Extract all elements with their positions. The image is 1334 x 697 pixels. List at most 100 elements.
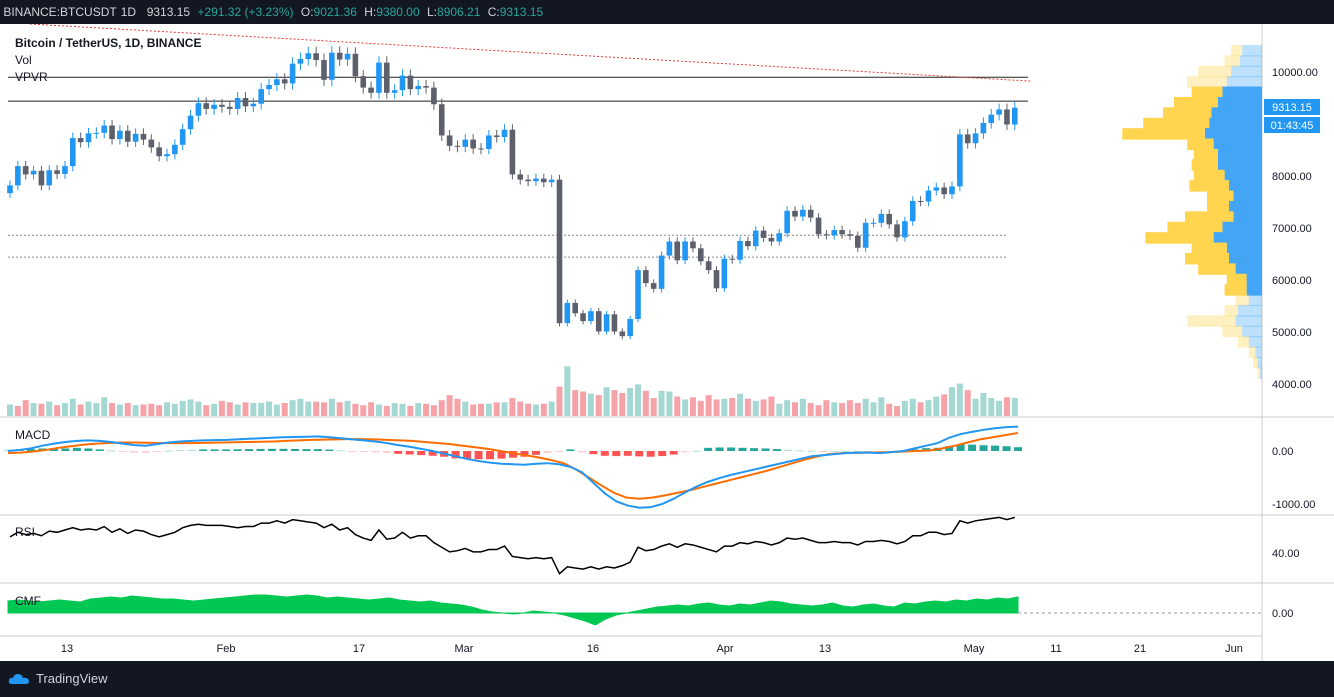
- macd-histogram-bar: [784, 449, 793, 451]
- candle-body: [54, 170, 60, 174]
- macd-histogram-bar: [451, 451, 460, 459]
- candle-body: [627, 319, 633, 337]
- volume-bar: [682, 399, 689, 416]
- vpvr-down-bar: [1187, 76, 1227, 88]
- candle-body: [580, 313, 586, 322]
- volume-bar: [807, 403, 814, 416]
- macd-histogram-bar: [474, 451, 483, 460]
- macd-histogram-bar: [738, 447, 747, 451]
- macd-histogram-bar: [830, 451, 839, 452]
- macd-histogram-bar: [531, 451, 540, 455]
- volume-bar: [509, 398, 516, 416]
- macd-histogram-bar: [245, 449, 254, 451]
- volume-bar: [266, 401, 273, 416]
- candle-body: [289, 63, 296, 84]
- volume-bar: [171, 403, 178, 416]
- cloud-logo-icon: [8, 673, 30, 684]
- macd-histogram-bar: [772, 449, 781, 451]
- candle-body: [101, 125, 107, 133]
- candle-body: [297, 59, 304, 64]
- volume-bar: [423, 403, 430, 416]
- rsi-legend[interactable]: RSI: [15, 525, 35, 539]
- vpvr-down-bar: [1198, 65, 1232, 78]
- candle-body: [698, 248, 704, 262]
- candle-body: [996, 109, 1002, 115]
- time-axis-tick: Jun: [1225, 643, 1243, 655]
- macd-histogram-bar: [509, 451, 517, 458]
- candle-body: [894, 224, 900, 238]
- candle-body: [423, 86, 429, 88]
- volume-bar: [705, 395, 712, 416]
- macd-histogram-bar: [600, 451, 609, 456]
- vpvr-down-bar: [1237, 336, 1249, 348]
- volume-bar: [862, 398, 869, 416]
- volume-bar: [870, 402, 877, 416]
- vpvr-up-bar: [1235, 315, 1262, 327]
- candle-body: [807, 209, 814, 218]
- volume-bar: [156, 405, 163, 416]
- macd-histogram-bar: [956, 444, 965, 451]
- vpvr-up-bar: [1209, 117, 1262, 130]
- candle-body: [760, 230, 767, 238]
- volume-bar: [289, 400, 296, 416]
- vpvr-down-bar: [1191, 159, 1218, 171]
- volume-bar: [415, 403, 422, 416]
- candle-body: [635, 270, 641, 319]
- macd-histogram-bar: [979, 445, 988, 451]
- candle-body: [705, 261, 712, 271]
- candle-body: [643, 270, 649, 284]
- candle-body: [533, 178, 539, 182]
- vpvr-down-bar: [1191, 242, 1227, 255]
- candle-body: [140, 133, 147, 140]
- vpvr-up-bar: [1226, 76, 1262, 88]
- last-price: 9313.15: [146, 5, 191, 19]
- candle-body: [15, 166, 21, 186]
- volume-bar: [729, 398, 736, 416]
- volume-bar: [525, 403, 532, 416]
- candle-body: [493, 135, 500, 137]
- volume-bar: [627, 387, 634, 416]
- symbol-name[interactable]: BINANCE:BTCUSDT: [3, 5, 117, 19]
- volume-bar: [933, 396, 940, 416]
- macd-axis-tick: 0.00: [1272, 446, 1293, 458]
- volume-bar: [368, 402, 375, 416]
- volume-bar: [281, 403, 288, 416]
- candle-body: [305, 53, 312, 59]
- price-axis-tick: 6000.00: [1272, 275, 1312, 287]
- macd-histogram-bar: [84, 448, 93, 451]
- vpvr-up-bar: [1204, 128, 1262, 140]
- macd-histogram-bar: [336, 450, 345, 452]
- vpvr-legend[interactable]: VPVR: [15, 70, 48, 84]
- macd-histogram-bar: [577, 451, 586, 453]
- candle-body: [800, 209, 806, 217]
- volume-bar: [493, 402, 500, 416]
- candle-body: [588, 311, 594, 322]
- volume-bar: [344, 400, 351, 416]
- volume-bar: [964, 390, 971, 416]
- candle-body: [1012, 107, 1018, 125]
- candle-body: [792, 210, 798, 217]
- candle-body: [462, 139, 469, 147]
- volume-bar: [894, 405, 901, 416]
- vol-legend[interactable]: Vol: [15, 53, 32, 67]
- chart-canvas[interactable]: 10000.009000.008000.007000.006000.005000…: [0, 24, 1334, 661]
- candle-body: [878, 213, 885, 223]
- cmf-legend[interactable]: CMF: [15, 594, 41, 608]
- interval-label[interactable]: 1D: [120, 5, 137, 19]
- macd-legend[interactable]: MACD: [15, 428, 51, 442]
- candle-body: [132, 133, 139, 142]
- cmf-axis-tick: 0.00: [1272, 608, 1293, 620]
- last-price-axis-label: 9313.15: [1272, 102, 1312, 114]
- candle-body: [925, 190, 932, 202]
- candle-body: [572, 302, 578, 314]
- price-axis-tick: 4000.00: [1272, 379, 1312, 391]
- volume-bar: [768, 396, 775, 416]
- tradingview-brand[interactable]: TradingView: [8, 671, 108, 686]
- macd-histogram-bar: [635, 451, 644, 457]
- time-axis-tick: 21: [1134, 643, 1146, 655]
- candle-body: [541, 178, 547, 183]
- vpvr-down-bar: [1207, 200, 1229, 213]
- candle-body: [815, 217, 822, 235]
- vpvr-up-bar: [1242, 325, 1262, 338]
- volume-bar: [375, 404, 382, 416]
